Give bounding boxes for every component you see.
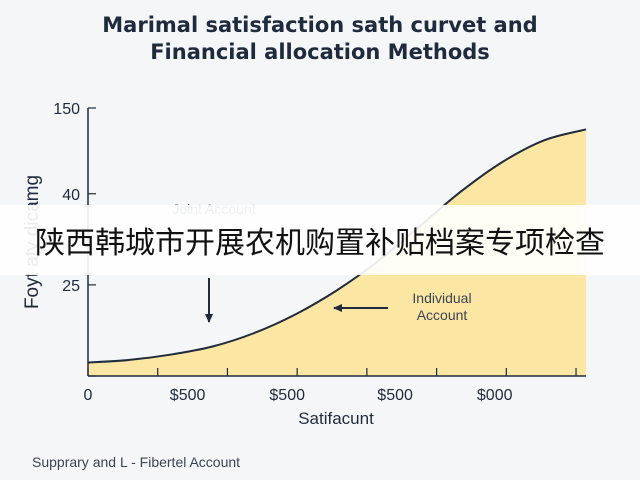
annotation-individual-label-line1: Individual (412, 290, 471, 306)
chart-title: Marimal satisfaction sath curvet and Fin… (0, 12, 640, 66)
y-tick-label: 25 (62, 278, 80, 295)
overlay-banner: 陕西韩城市开展农机购置补贴档案专项检查 (0, 205, 640, 275)
annotation-individual-label-line2: Account (417, 307, 468, 323)
chart-title-line1: Marimal satisfaction sath curvet and (102, 13, 538, 37)
overlay-banner-text: 陕西韩城市开展农机购置补贴档案专项检查 (35, 226, 605, 261)
chart-footnote: Supprary and L - Fibertel Account (32, 454, 241, 470)
x-tick-label: 0 (84, 387, 93, 404)
x-tick-label: $000 (477, 387, 513, 404)
y-tick-label: 40 (62, 187, 80, 204)
y-tick-label: 150 (53, 101, 80, 118)
x-tick-label: $500 (170, 387, 206, 404)
x-axis-label: Satifacunt (298, 409, 374, 428)
x-tick-label: $500 (269, 387, 305, 404)
series-line (87, 128, 587, 364)
chart-title-line2: Financial allocation Methods (150, 40, 490, 64)
x-tick-label: $500 (377, 387, 413, 404)
